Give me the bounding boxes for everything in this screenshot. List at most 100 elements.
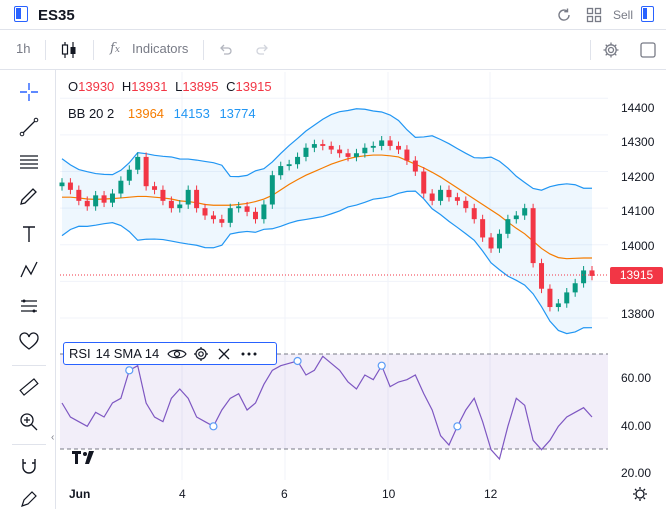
ruler-icon[interactable] [18, 376, 40, 398]
function-icon[interactable]: fx [110, 41, 120, 56]
candle-body [480, 219, 486, 238]
candle-body [589, 270, 595, 276]
pencil-lock-icon[interactable] [18, 488, 40, 509]
candle-body [177, 204, 183, 209]
symbol-name[interactable]: ES35 [38, 7, 75, 24]
bb-lower-value: 13774 [219, 106, 256, 121]
rsi-series [61, 355, 593, 461]
candle-body [404, 149, 410, 161]
bb-upper-value: 14153 [173, 106, 210, 121]
high-value: 13931 [131, 79, 168, 94]
eye-icon[interactable] [167, 347, 187, 361]
redo-icon[interactable] [256, 43, 270, 57]
candle-body [396, 145, 402, 150]
candle-body [328, 145, 334, 150]
trend-line-icon[interactable] [18, 116, 40, 138]
candle-body [530, 208, 536, 264]
candle-body [311, 144, 317, 148]
toolbar-divider [45, 40, 46, 60]
candle-body [387, 140, 393, 146]
prediction-icon[interactable] [18, 295, 40, 317]
zoom-in-icon[interactable] [18, 411, 40, 433]
undo-icon[interactable] [218, 43, 232, 57]
indicator-settings-icon[interactable] [193, 346, 209, 362]
close-value: 13915 [235, 79, 272, 94]
grid-icon[interactable] [585, 6, 603, 24]
crosshair-icon[interactable] [18, 81, 40, 103]
fib-retracement-icon[interactable] [18, 151, 40, 173]
last-price-tag: 13915 [610, 267, 663, 284]
settings-gear-icon[interactable] [602, 41, 620, 59]
indicators-button[interactable]: Indicators [132, 41, 189, 56]
candle-body [244, 206, 250, 212]
candle-body [362, 147, 368, 154]
candle-body [522, 208, 528, 216]
bb-legend[interactable]: BB 20 2 13964 14153 13774 [68, 106, 260, 121]
interval-button[interactable]: 1h [16, 41, 31, 56]
candle-body [219, 219, 225, 223]
candle-body [236, 206, 242, 209]
candle-body [412, 160, 418, 172]
refresh-icon[interactable] [555, 6, 573, 24]
rsi-axis-tick: 60.00 [621, 371, 652, 385]
time-axis-tick: Jun [69, 487, 91, 501]
candle-body [429, 193, 435, 201]
candle-body [261, 204, 267, 220]
rsi-marker [377, 361, 386, 370]
fullscreen-icon[interactable] [639, 41, 657, 59]
candle-body [345, 153, 351, 157]
bb-basis-value: 13964 [127, 106, 165, 121]
rsi-band-background [60, 354, 608, 449]
candle-body [101, 195, 107, 203]
candle-body [84, 200, 90, 207]
bollinger-band-fill [62, 108, 592, 334]
candle-body [185, 189, 191, 205]
rsi-axis-tick: 40.00 [621, 419, 652, 433]
time-axis-tick: 12 [484, 487, 498, 501]
rsi-legend[interactable]: RSI 14 SMA 14 [63, 342, 277, 365]
grid-lines [60, 72, 608, 480]
candles-icon[interactable] [60, 40, 78, 60]
candle-body [210, 215, 216, 220]
candle-body [118, 180, 124, 194]
bb-upper-line [61, 108, 593, 191]
toolbar-divider [590, 40, 591, 60]
price-axis-tick: 14200 [621, 170, 655, 184]
toolbar-divider [93, 40, 94, 60]
candle-body [496, 233, 502, 249]
remove-indicator-icon[interactable] [217, 347, 231, 361]
magnet-icon[interactable] [18, 455, 40, 477]
time-axis-settings-icon [633, 487, 647, 501]
tradingview-logo-icon [72, 451, 94, 464]
candle-body [421, 171, 427, 194]
more-options-icon[interactable] [241, 351, 257, 357]
close-label: C [226, 79, 236, 94]
sell-button[interactable]: Sell [613, 8, 634, 22]
top-bar: ES35 Sell [0, 0, 666, 30]
candle-body [67, 182, 73, 190]
sidebar-divider [12, 444, 46, 445]
brush-icon[interactable] [18, 186, 40, 208]
candle-body [295, 156, 301, 165]
candle-body [379, 140, 385, 146]
candle-body [471, 208, 477, 220]
candle-body [303, 147, 309, 157]
candle-body [59, 182, 65, 187]
candle-body [126, 169, 132, 181]
collapse-arrow-icon[interactable]: ‹ [51, 432, 55, 443]
ohlc-legend: O13930 H13931 L13895 C13915 [68, 79, 276, 94]
candle-body [135, 156, 141, 170]
price-axis-tick: 14400 [621, 101, 655, 115]
candle-body [572, 283, 578, 293]
candle-body [202, 208, 208, 216]
candlestick-series [59, 136, 595, 312]
candle-body [337, 149, 343, 154]
high-label: H [121, 79, 132, 94]
time-axis-tick: 6 [281, 487, 288, 501]
pattern-icon[interactable] [18, 259, 40, 281]
candle-body [269, 175, 275, 205]
heart-icon[interactable] [18, 331, 40, 353]
buy-panel-icon[interactable] [641, 6, 654, 22]
text-tool-icon[interactable] [18, 223, 40, 245]
